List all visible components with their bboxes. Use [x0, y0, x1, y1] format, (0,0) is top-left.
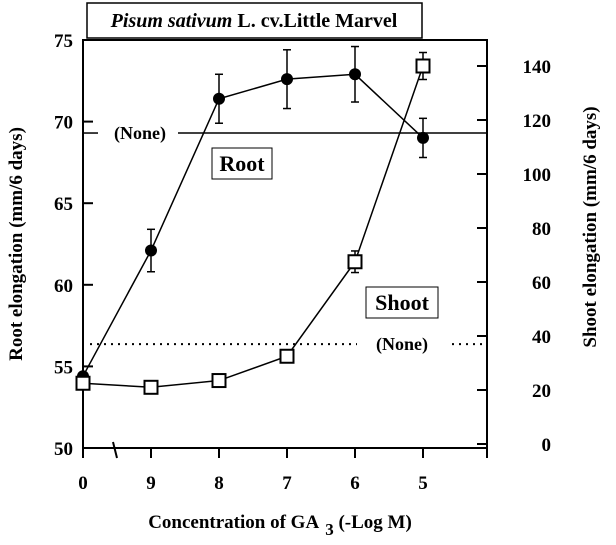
- shoot-point: [75, 375, 91, 391]
- shoot-point: [211, 373, 227, 389]
- shoot-point: [279, 348, 295, 364]
- y-left-tick-label: 65: [54, 194, 73, 215]
- y-right-tick-label: 120: [523, 111, 552, 132]
- x-tick-label: 9: [146, 473, 156, 494]
- shoot-label: Shoot: [375, 290, 429, 315]
- x-tick-label: 5: [418, 473, 428, 494]
- root-point: [349, 68, 361, 81]
- y-right-tick-label: 100: [523, 165, 552, 186]
- shoot-point: [347, 254, 363, 270]
- x-tick-label: 7: [282, 473, 292, 494]
- root-point: [145, 244, 157, 257]
- y-right-tick-label: 80: [532, 219, 551, 240]
- series-group: Root Shoot: [75, 45, 439, 395]
- y-left-tick-label: 70: [54, 113, 73, 134]
- x-axis: 0 9 8 7 6 5: [78, 448, 488, 494]
- y-right-tick-label: 0: [542, 435, 552, 456]
- axis-break-mark: [112, 441, 118, 459]
- y-left-tick-label: 55: [54, 357, 73, 378]
- plot-frame: [82, 39, 488, 449]
- y-right-tick-label: 40: [532, 327, 551, 348]
- shoot-point: [415, 58, 431, 74]
- reference-line-label: (None): [376, 334, 428, 355]
- y-axis-right-label: Shoot elongation (mm/6 days): [580, 106, 601, 347]
- root-point: [213, 92, 225, 105]
- x-axis-label: Concentration of GA 3 (-Log M): [148, 512, 412, 539]
- x-tick-label: 0: [78, 473, 88, 494]
- right-axis: 0 20 40 60 80 100 120 140: [477, 57, 551, 456]
- reference-line-label: (None): [114, 123, 166, 144]
- shoot-line: [82, 65, 424, 389]
- shoot-label-box: [365, 286, 439, 319]
- y-right-tick-label: 140: [523, 57, 552, 78]
- x-tick-label: 6: [350, 473, 360, 494]
- title-box: [86, 2, 423, 39]
- x-tick-label: 8: [214, 473, 224, 494]
- root-point: [281, 73, 293, 86]
- y-left-tick-label: 50: [54, 439, 73, 460]
- root-label-box: [211, 147, 273, 180]
- y-axis-left-label: Root elongation (mm/6 days): [6, 127, 27, 361]
- root-point: [417, 131, 429, 144]
- root-line: [82, 73, 424, 377]
- root-label: Root: [219, 151, 265, 176]
- shoot-point: [143, 379, 159, 395]
- y-left-tick-label: 75: [54, 31, 73, 52]
- y-right-tick-label: 20: [532, 381, 551, 402]
- y-left-tick-label: 60: [54, 276, 73, 297]
- left-axis: 50 55 60 65 70 75: [54, 31, 93, 460]
- reference-lines: (None) (None): [83, 123, 487, 355]
- y-right-tick-label: 60: [532, 273, 551, 294]
- chart-title: Pisum sativum L. cv.Little Marvel: [110, 10, 398, 32]
